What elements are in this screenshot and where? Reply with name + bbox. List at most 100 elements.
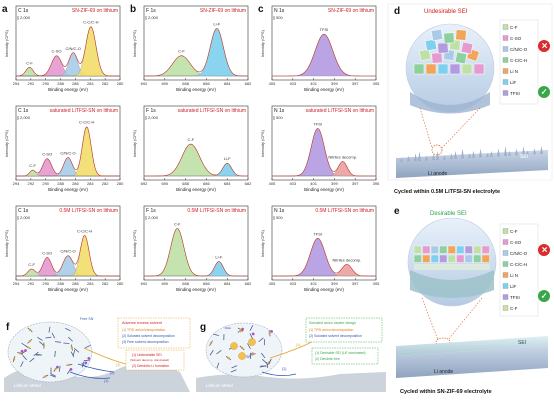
xps-core-level: C 1s <box>18 8 29 14</box>
xps-x-tick: 686 <box>203 281 210 286</box>
panel-g-anion-cluster: g Lithium Metal SN (1) (2) Solvated anio… <box>196 317 386 392</box>
xps-panel-title: SN-ZIF-69 on lithium <box>328 8 374 14</box>
xps-panel-title: saturated LiTFSI-SN on lithium <box>178 108 246 114</box>
xps-x-tick: 684 <box>224 281 231 286</box>
xps-x-tick: 690 <box>161 281 168 286</box>
xps-x-tick: 282 <box>102 281 109 286</box>
xps-scale-label: 2,000 <box>20 15 31 20</box>
xps-panel-r2-c3: N 1s saturated LiTFSI-SN on lithium 500 Int… <box>260 105 380 192</box>
xps-x-tick: 286 <box>72 281 79 286</box>
xps-x-tick: 682 <box>245 181 252 186</box>
legend-item: C-F <box>510 229 518 234</box>
xps-x-tick: 684 <box>224 181 231 186</box>
xps-x-tick: 403 <box>289 81 296 86</box>
xps-peak-label: C-F <box>174 221 181 226</box>
xps-x-tick: 294 <box>13 281 20 286</box>
xps-x-tick: 282 <box>102 181 109 186</box>
xps-x-tick: 282 <box>102 81 109 86</box>
xps-envelope <box>144 228 248 277</box>
panel-f-title: Adverse excess solvent <box>122 321 163 325</box>
xps-x-tick: 397 <box>352 81 359 86</box>
xps-panel-r1-c3: c N 1s SN-ZIF-69 on lithium 500 Intensity (C… <box>258 4 380 92</box>
xps-peak-label: C-F <box>28 262 35 267</box>
legend-item: Li N <box>510 69 518 74</box>
xps-x-tick: 292 <box>28 281 35 286</box>
svg-text:(3): (3) <box>116 363 120 367</box>
xps-x-tick: 280 <box>117 281 124 286</box>
xps-x-label: Binding energy (eV) <box>48 87 88 92</box>
xps-x-tick: 688 <box>182 181 189 186</box>
svg-text:(2): (2) <box>282 367 286 371</box>
xps-y-label: Intensity (CPS) <box>4 129 9 157</box>
xps-panel-r3-c2: F 1s 0.5M LiTFSI-SN on lithium 2,000 Intens… <box>132 205 252 292</box>
xps-x-tick: 399 <box>331 81 338 86</box>
panel-g-sn-label: SN <box>246 355 251 359</box>
legend-item: Li N <box>510 273 518 278</box>
xps-peak-label: TFSI <box>320 27 329 32</box>
xps-envelope <box>272 33 376 77</box>
xps-peak-label: C-SO <box>52 49 62 54</box>
panel-letter-c: c <box>258 4 264 15</box>
panel-letter-b: b <box>130 4 136 15</box>
xps-peak-label: C-C/C-H <box>79 120 94 125</box>
xps-x-tick: 403 <box>289 181 296 186</box>
xps-peak-label: C-F <box>29 163 36 168</box>
xps-x-label: Binding energy (eV) <box>304 87 344 92</box>
xps-y-label: Intensity (CPS) <box>4 29 9 57</box>
xps-peak-label: C-F <box>178 49 185 54</box>
xps-envelope <box>15 26 120 77</box>
xps-scale-label: 2,000 <box>148 15 159 20</box>
xps-x-tick: 294 <box>13 81 20 86</box>
panel-e-check-icon <box>538 290 550 302</box>
xps-peak-label: C/N/C-O <box>60 249 75 254</box>
panel-letter-f: f <box>6 322 10 333</box>
xps-x-label: Binding energy (eV) <box>48 187 88 192</box>
panel-letter-e: e <box>394 206 400 217</box>
svg-text:(2) Dendrite-free: (2) Dendrite-free <box>315 357 340 361</box>
svg-text:(Solvent decomp. dominated): (Solvent decomp. dominated) <box>130 358 169 362</box>
xps-core-level: N 1s <box>274 208 285 214</box>
legend-item: C-F <box>510 306 518 311</box>
xps-panel-title: 0.5M LiTFSI-SN on lithium <box>315 208 374 214</box>
xps-panel-r3-c3: N 1s 0.5M LiTFSI-SN on lithium 500 Intensit… <box>260 205 380 292</box>
panel-d-anode-label: Li anode <box>428 171 447 177</box>
xps-x-tick: 399 <box>331 181 338 186</box>
xps-peak-label: C-C/C-H <box>77 228 92 233</box>
xps-x-label: Binding energy (eV) <box>176 87 216 92</box>
svg-text:(1) Undesirable SEI: (1) Undesirable SEI <box>132 353 162 357</box>
svg-text:✕: ✕ <box>541 246 548 255</box>
xps-core-level: C 1s <box>18 108 29 114</box>
xps-peak-label: Li-F <box>213 21 220 26</box>
xps-core-level: F 1s <box>146 8 156 14</box>
xps-scale-label: 2,000 <box>148 215 159 220</box>
panel-e-sei-layer <box>413 245 490 270</box>
xps-panel-r2-c2: F 1s saturated LiTFSI-SN on lithium 2,000 I… <box>132 105 252 192</box>
legend-item: C-C/C-H <box>510 58 527 63</box>
panel-g-metal-label: Lithium Metal <box>206 383 233 388</box>
xps-x-tick: 284 <box>87 281 94 286</box>
xps-x-tick: 292 <box>28 181 35 186</box>
xps-x-tick: 688 <box>182 81 189 86</box>
panel-f-metal-label: Lithium Metal <box>14 383 41 388</box>
xps-peak <box>272 34 376 77</box>
xps-panel-r2-c1: C 1s saturated LiTFSI-SN on lithium 2,000 I… <box>4 105 124 192</box>
panel-d-caption: Cycled within 0.5M LiTFSI-SN electrolyte <box>394 189 500 195</box>
legend-item: C-SO <box>510 36 522 41</box>
xps-panel-title: 0.5M LiTFSI-SN on lithium <box>59 208 118 214</box>
panel-e-sei-label: SEI <box>518 340 526 346</box>
svg-text:(1): (1) <box>296 343 300 347</box>
legend-item: C-F <box>510 25 518 30</box>
xps-x-tick: 395 <box>373 181 380 186</box>
xps-x-tick: 684 <box>224 81 231 86</box>
svg-text:✕: ✕ <box>541 42 548 51</box>
xps-peak <box>144 228 248 277</box>
xps-panel-title: saturated LiTFSI-SN on lithium <box>306 108 374 114</box>
xps-x-tick: 280 <box>117 181 124 186</box>
xps-peak-label: C-F <box>26 60 33 65</box>
xps-x-tick: 692 <box>141 181 148 186</box>
xps-x-tick: 405 <box>269 81 276 86</box>
xps-x-label: Binding energy (eV) <box>304 287 344 292</box>
xps-x-tick: 395 <box>373 281 380 286</box>
xps-x-label: Binding energy (eV) <box>48 287 88 292</box>
xps-x-tick: 292 <box>28 81 35 86</box>
